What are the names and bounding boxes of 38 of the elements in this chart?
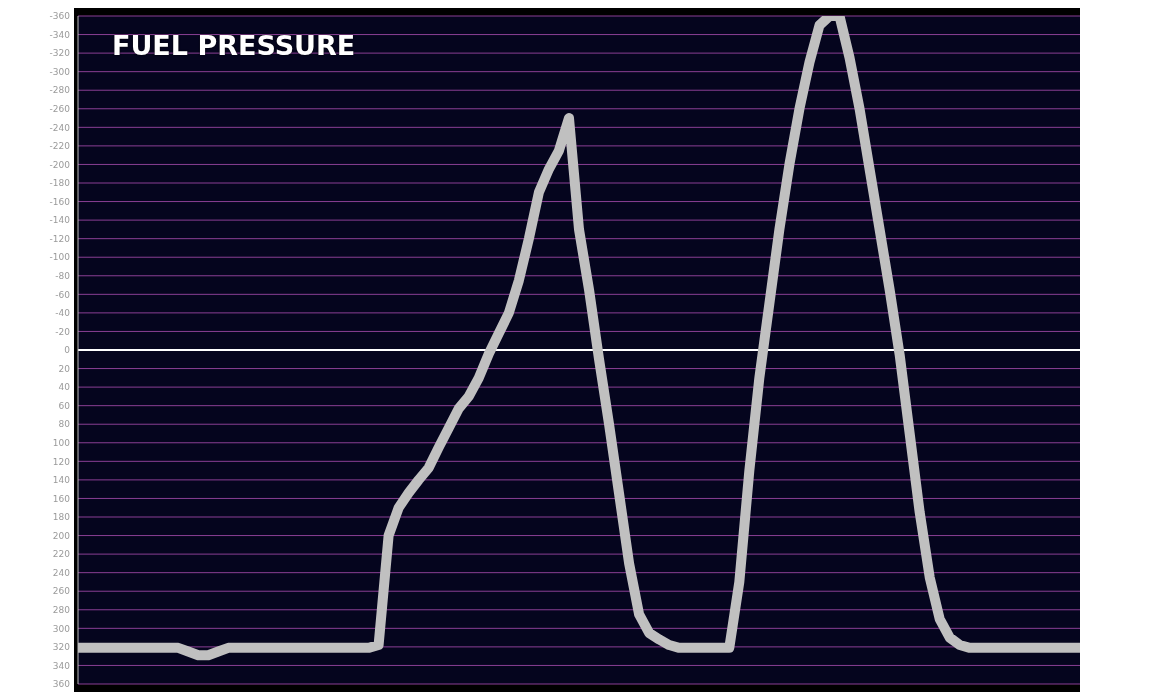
y-tick-label: 240 <box>52 567 71 578</box>
y-tick-label: -180 <box>49 178 71 189</box>
y-tick-label: -240 <box>49 122 71 133</box>
y-tick-label: 280 <box>52 604 71 615</box>
y-tick-label: -340 <box>49 29 71 40</box>
y-tick-label: 260 <box>52 586 71 597</box>
y-tick-label: 60 <box>58 400 71 411</box>
y-tick-label: -160 <box>49 196 71 207</box>
y-tick-label: -200 <box>49 159 71 170</box>
y-tick-label: -300 <box>49 66 71 77</box>
y-tick-label: 300 <box>52 623 71 634</box>
y-tick-label: 200 <box>52 530 71 541</box>
y-tick-label: 80 <box>58 419 71 430</box>
y-tick-label: 0 <box>64 345 71 356</box>
y-tick-label: -40 <box>55 308 71 319</box>
y-tick-label: -80 <box>55 270 71 281</box>
text: FUEL PRESSURE <box>112 30 356 61</box>
y-tick-label: -140 <box>49 215 71 226</box>
y-tick-label: -260 <box>49 103 71 114</box>
y-tick-label: 140 <box>52 475 71 486</box>
y-tick-label: 220 <box>52 549 71 560</box>
y-tick-label: 360 <box>52 679 71 690</box>
y-tick-label: -220 <box>49 141 71 152</box>
y-tick-label: 40 <box>58 382 71 393</box>
y-tick-label: -320 <box>49 48 71 59</box>
y-tick-label: -20 <box>55 326 71 337</box>
y-tick-label: 160 <box>52 493 71 504</box>
y-tick-label: -360 <box>49 11 71 22</box>
y-tick-label: 120 <box>52 456 71 467</box>
y-tick-label: 20 <box>58 363 71 374</box>
y-tick-label: -120 <box>49 233 71 244</box>
y-tick-label: -60 <box>55 289 71 300</box>
y-tick-label: 180 <box>52 512 71 523</box>
y-tick-label: -280 <box>49 85 71 96</box>
y-tick-label: 340 <box>52 660 71 671</box>
y-tick-label: -100 <box>49 252 71 263</box>
y-tick-label: 100 <box>52 437 71 448</box>
y-tick-label: 320 <box>52 642 71 653</box>
